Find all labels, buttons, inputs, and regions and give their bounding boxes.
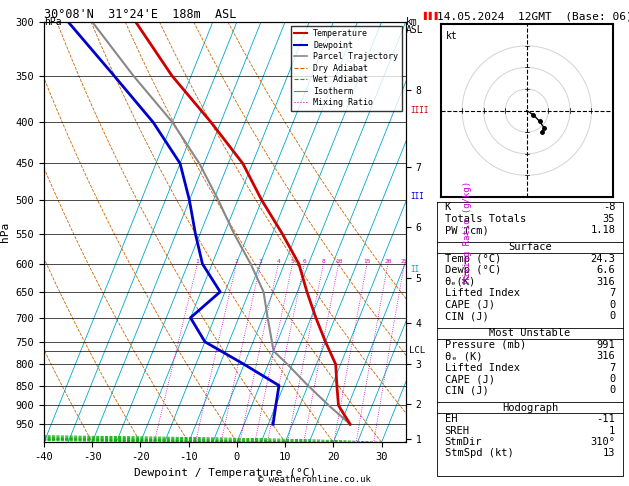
Text: -8: -8: [603, 202, 615, 212]
Text: 1: 1: [196, 259, 199, 264]
Text: CAPE (J): CAPE (J): [445, 374, 494, 384]
Text: -11: -11: [596, 414, 615, 424]
Text: 1: 1: [609, 426, 615, 435]
Text: ▐▐▐: ▐▐▐: [420, 11, 438, 20]
Text: 0: 0: [609, 374, 615, 384]
Text: SREH: SREH: [445, 426, 470, 435]
Text: 14.05.2024  12GMT  (Base: 06): 14.05.2024 12GMT (Base: 06): [437, 11, 629, 21]
Text: IIII: IIII: [410, 105, 428, 115]
Text: III: III: [410, 192, 424, 201]
Text: 4: 4: [277, 259, 280, 264]
Text: 25: 25: [401, 259, 408, 264]
Text: θₑ(K): θₑ(K): [445, 277, 476, 287]
Text: 15: 15: [363, 259, 370, 264]
Text: 0: 0: [609, 385, 615, 396]
Text: Dewp (°C): Dewp (°C): [445, 265, 501, 276]
Text: 2: 2: [235, 259, 238, 264]
Text: II: II: [410, 265, 420, 275]
Text: 0: 0: [609, 311, 615, 321]
Text: 13: 13: [603, 449, 615, 458]
Text: CIN (J): CIN (J): [445, 385, 488, 396]
Text: Totals Totals: Totals Totals: [445, 214, 526, 224]
Text: 991: 991: [596, 340, 615, 350]
Text: StmSpd (kt): StmSpd (kt): [445, 449, 513, 458]
Text: 6: 6: [303, 259, 306, 264]
Text: K: K: [445, 202, 451, 212]
Text: 6.6: 6.6: [596, 265, 615, 276]
Text: 8: 8: [321, 259, 325, 264]
Text: Hodograph: Hodograph: [502, 402, 558, 413]
Text: LCL: LCL: [409, 347, 425, 355]
Text: 10: 10: [335, 259, 342, 264]
Y-axis label: Mixing Ratio (g/kg): Mixing Ratio (g/kg): [463, 181, 472, 283]
Text: θₑ (K): θₑ (K): [445, 351, 482, 361]
Text: 24.3: 24.3: [590, 254, 615, 264]
Text: Surface: Surface: [508, 243, 552, 252]
Text: 1.18: 1.18: [590, 226, 615, 235]
Text: 3: 3: [259, 259, 262, 264]
Text: 316: 316: [596, 277, 615, 287]
Text: 7: 7: [609, 363, 615, 373]
Text: Lifted Index: Lifted Index: [445, 288, 520, 298]
Text: km: km: [406, 17, 418, 27]
Text: 316: 316: [596, 351, 615, 361]
Text: CIN (J): CIN (J): [445, 311, 488, 321]
Text: EH: EH: [445, 414, 457, 424]
Text: Pressure (mb): Pressure (mb): [445, 340, 526, 350]
Text: hPa: hPa: [44, 17, 62, 27]
Text: Lifted Index: Lifted Index: [445, 363, 520, 373]
Text: kt: kt: [446, 31, 457, 41]
Text: © weatheronline.co.uk: © weatheronline.co.uk: [258, 474, 371, 484]
Text: StmDir: StmDir: [445, 437, 482, 447]
Text: Temp (°C): Temp (°C): [445, 254, 501, 264]
Text: 0: 0: [609, 300, 615, 310]
Text: 310°: 310°: [590, 437, 615, 447]
Text: ASL: ASL: [406, 25, 423, 35]
X-axis label: Dewpoint / Temperature (°C): Dewpoint / Temperature (°C): [134, 468, 316, 478]
Text: PW (cm): PW (cm): [445, 226, 488, 235]
Text: 7: 7: [609, 288, 615, 298]
Text: CAPE (J): CAPE (J): [445, 300, 494, 310]
Text: 35: 35: [603, 214, 615, 224]
Text: Most Unstable: Most Unstable: [489, 328, 571, 338]
Text: 5: 5: [291, 259, 294, 264]
Legend: Temperature, Dewpoint, Parcel Trajectory, Dry Adiabat, Wet Adiabat, Isotherm, Mi: Temperature, Dewpoint, Parcel Trajectory…: [291, 26, 401, 111]
Text: 30°08'N  31°24'E  188m  ASL: 30°08'N 31°24'E 188m ASL: [44, 8, 237, 21]
Y-axis label: hPa: hPa: [0, 222, 10, 242]
Text: 20: 20: [384, 259, 392, 264]
